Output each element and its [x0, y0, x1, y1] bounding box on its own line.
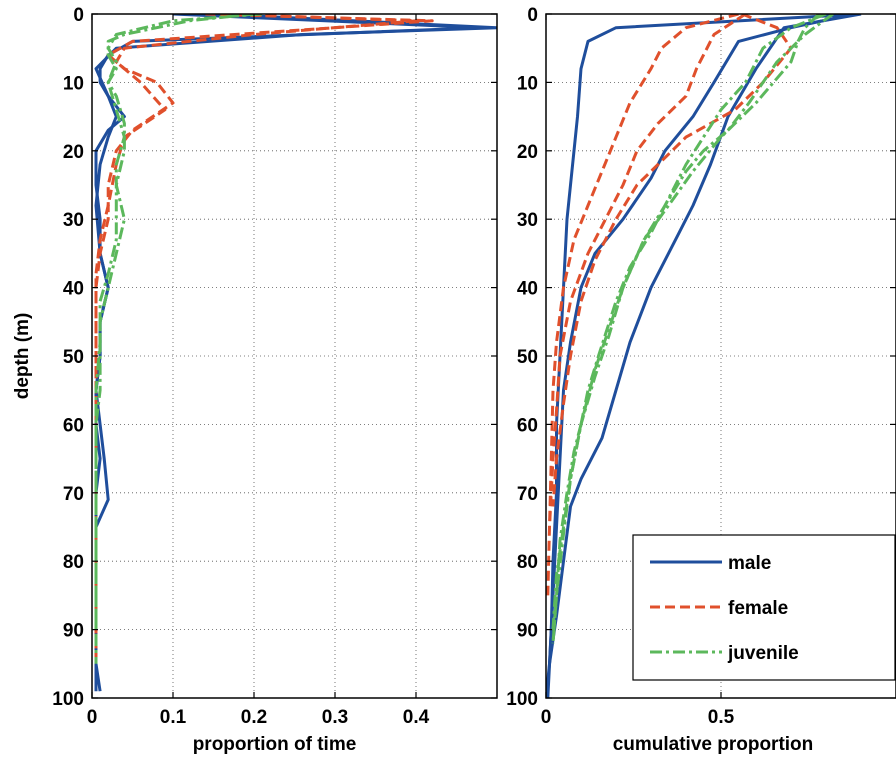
- series-group: [546, 14, 862, 698]
- y-tick-label: 80: [63, 552, 84, 573]
- series-line-female: [551, 14, 793, 507]
- y-tick-label: 70: [63, 484, 84, 505]
- series-group: [94, 14, 497, 692]
- legend-label-female: female: [728, 598, 788, 619]
- y-tick-label: 30: [63, 210, 84, 231]
- x-axis-label: cumulative proportion: [613, 734, 814, 755]
- legend: male female juvenile: [632, 534, 896, 681]
- x-tick-label: 0: [87, 707, 98, 728]
- y-tick-label: 100: [52, 689, 84, 710]
- y-tick-label: 50: [63, 347, 84, 368]
- series-line-female: [548, 14, 747, 528]
- legend-label-juvenile: juvenile: [727, 643, 799, 664]
- y-tick-label: 80: [517, 552, 538, 573]
- legend-box: [632, 534, 896, 681]
- series-line-female: [94, 14, 418, 664]
- y-tick-label: 90: [517, 621, 538, 642]
- y-tick-label: 40: [517, 279, 538, 300]
- x-tick-label: 0.4: [403, 707, 430, 728]
- x-tick-label: 0: [541, 707, 552, 728]
- y-tick-label: 30: [517, 210, 538, 231]
- y-tick-label: 0: [527, 5, 538, 26]
- series-line-juvenile: [551, 14, 821, 644]
- y-tick-label: 10: [517, 73, 538, 94]
- x-tick-label: 0.3: [322, 707, 348, 728]
- x-tick-label: 0.1: [160, 707, 187, 728]
- x-axis-label: proportion of time: [193, 734, 357, 755]
- y-tick-label: 60: [517, 415, 538, 436]
- x-tick-label: 0.2: [241, 707, 267, 728]
- y-tick-label: 10: [63, 73, 84, 94]
- series-line-male: [548, 14, 855, 664]
- series-line-juvenile: [94, 14, 263, 664]
- x-tick-label: 0.5: [708, 707, 735, 728]
- legend-label-male: male: [728, 553, 771, 574]
- y-tick-label: 100: [506, 689, 538, 710]
- y-tick-label: 70: [517, 484, 538, 505]
- series-line-female: [94, 14, 434, 664]
- y-tick-label: 50: [517, 347, 538, 368]
- y-tick-label: 90: [63, 621, 84, 642]
- plot-area: [92, 14, 497, 698]
- series-line-male: [546, 14, 862, 698]
- y-tick-label: 0: [73, 5, 84, 26]
- y-tick-label: 40: [63, 279, 84, 300]
- series-line-female: [546, 14, 739, 596]
- y-tick-label: 20: [517, 142, 538, 163]
- series-line-male: [546, 14, 862, 698]
- y-tick-label: 20: [63, 142, 84, 163]
- y-tick-label: 60: [63, 415, 84, 436]
- y-axis-label: depth (m): [12, 313, 33, 400]
